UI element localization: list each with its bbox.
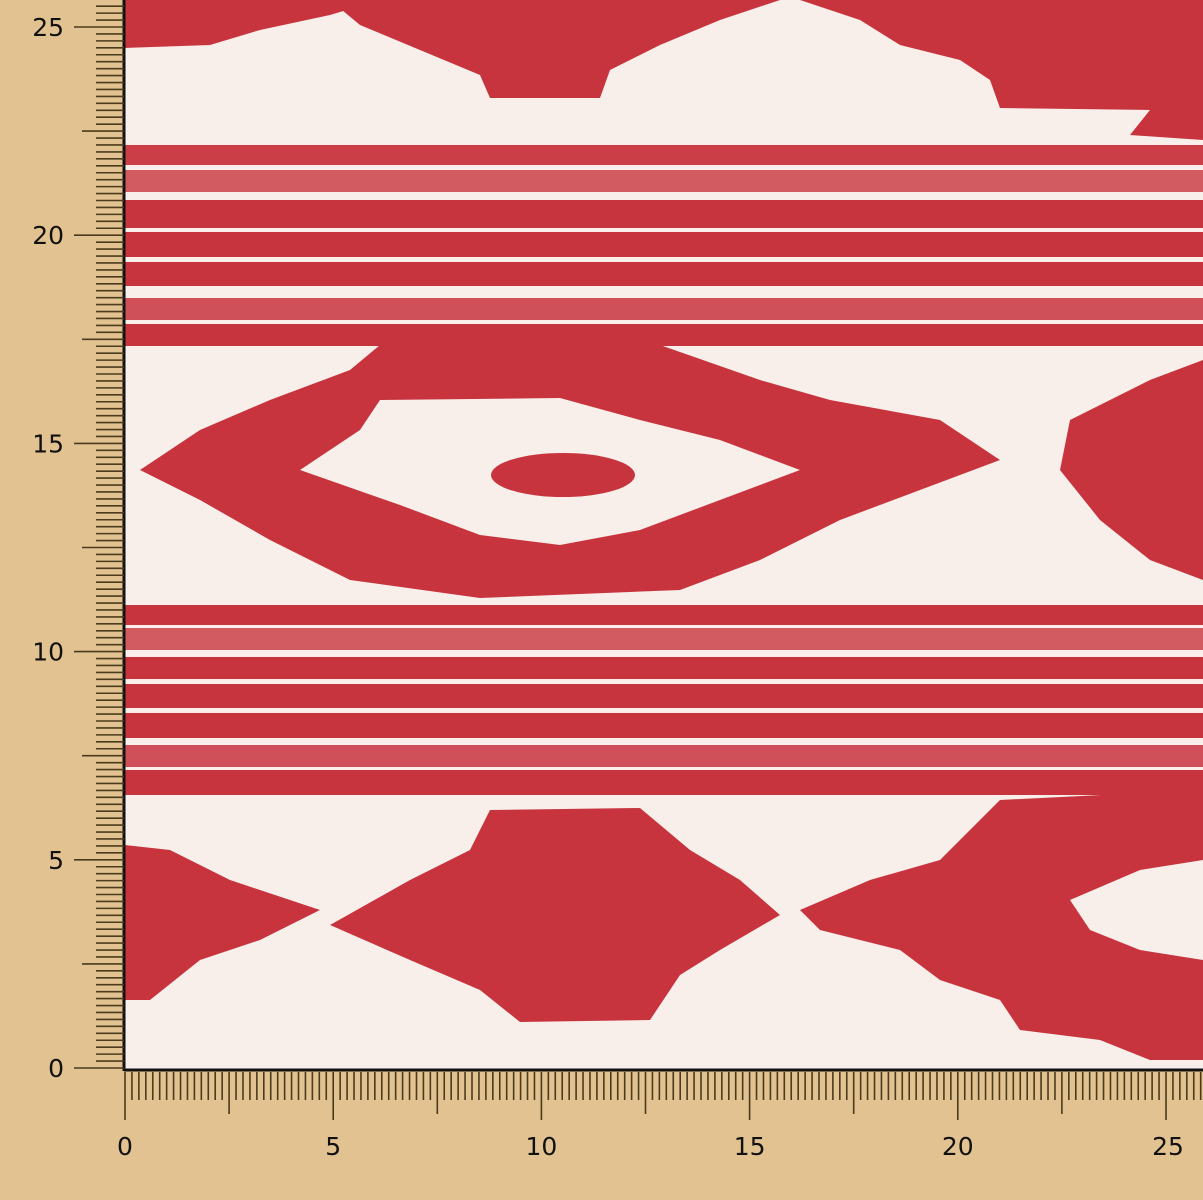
ruler-left-label: 25 (32, 13, 64, 42)
ruler-left-label: 20 (32, 221, 64, 250)
ruler-left-label: 5 (48, 846, 64, 875)
ruler-bottom-label: 20 (942, 1132, 974, 1161)
ruler-bottom-label: 25 (1152, 1132, 1184, 1161)
ikat-center-dot (491, 453, 635, 497)
ruler-left-label: 10 (32, 638, 64, 667)
ikat-pattern (125, 0, 1203, 1060)
fabric-swatch (125, 0, 1203, 1070)
ruler-labels: 0 5 10 15 20 25 0 5 10 15 20 25 (32, 13, 1184, 1161)
ruler-bottom-label: 5 (325, 1132, 341, 1161)
ruler-bottom-label: 0 (117, 1132, 133, 1161)
ruler-ticks (74, 5, 1202, 1120)
ruler-bottom-label: 15 (734, 1132, 766, 1161)
ruler-bottom-label: 10 (525, 1132, 557, 1161)
ruler-left-label: 0 (48, 1054, 64, 1083)
ruler-left-label: 15 (32, 429, 64, 458)
